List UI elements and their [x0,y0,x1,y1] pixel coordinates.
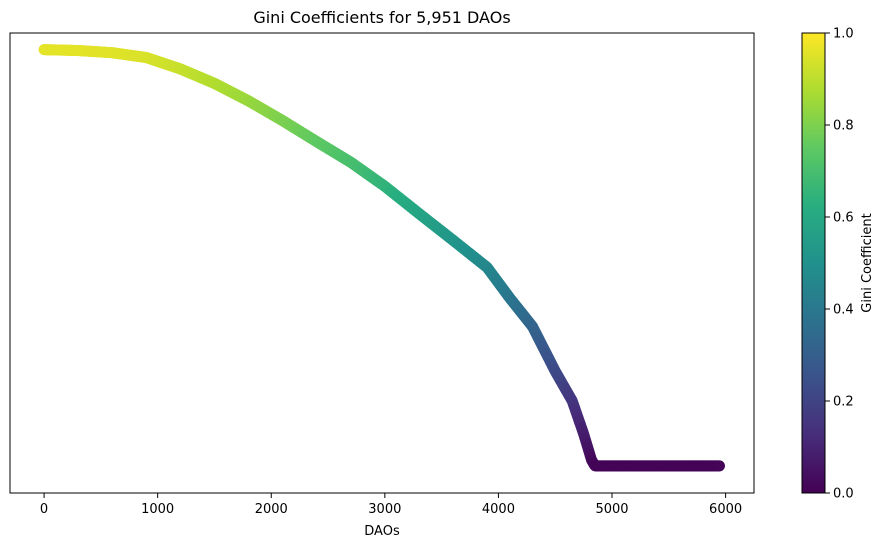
data-point [713,460,725,472]
x-tick-label: 2000 [255,502,288,517]
colorbar-ticks: 0.0 0.2 0.4 0.6 0.8 1.0 [825,27,854,502]
colorbar-gradient [801,32,826,494]
x-tick-label: 4000 [482,502,515,517]
colorbar-tick-label: 0.2 [833,395,854,410]
colorbar: 0.0 0.2 0.4 0.6 0.8 1.0 Gini Coefficient [801,27,875,502]
chart-title: Gini Coefficients for 5,951 DAOs [253,8,510,27]
colorbar-label: Gini Coefficient [860,213,875,312]
plot-frame [9,32,755,494]
scatter-points [38,44,725,472]
colorbar-tick-label: 0.4 [833,303,854,318]
x-tick-label: 1000 [141,502,174,517]
x-axis: 0 1000 2000 3000 4000 5000 6000 [40,493,742,517]
x-tick-label: 6000 [709,502,742,517]
colorbar-tick-label: 1.0 [833,27,854,42]
colorbar-tick-label: 0.0 [833,487,854,502]
x-tick-label: 3000 [368,502,401,517]
colorbar-tick-label: 0.6 [833,211,854,226]
x-tick-label: 5000 [595,502,628,517]
colorbar-tick-label: 0.8 [833,119,854,134]
x-tick-label: 0 [40,502,48,517]
x-axis-label: DAOs [364,524,400,539]
